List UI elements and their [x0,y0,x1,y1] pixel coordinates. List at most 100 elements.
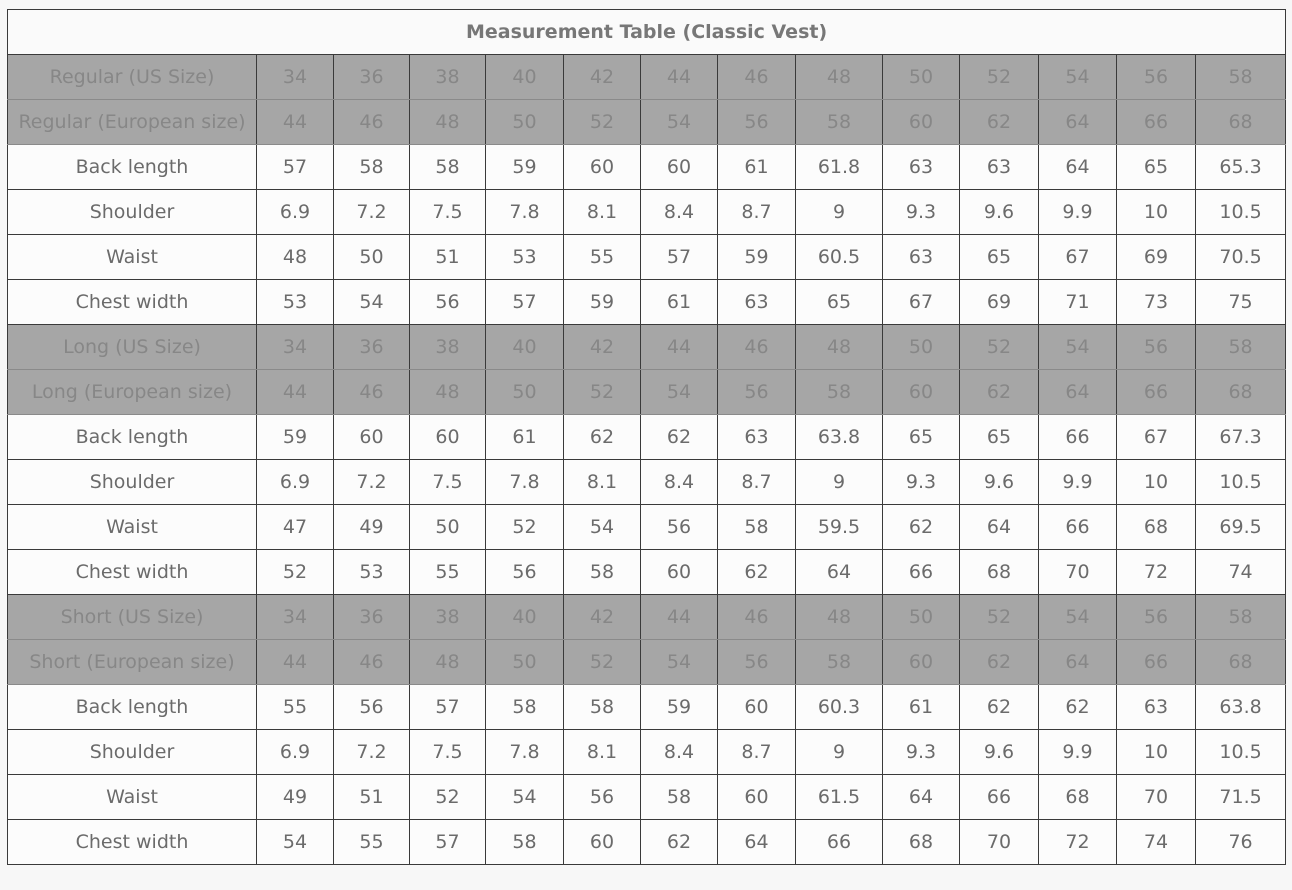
table-cell: 8.4 [640,729,718,775]
table-cell: 64 [882,774,960,820]
table-cell: 57 [485,279,564,325]
table-cell: 7.5 [409,729,486,775]
size-row: Long (European size) 44 46 48 50 52 54 56 58 60 62… [7,369,1287,415]
table-cell: 7.5 [409,459,486,505]
table-cell: 66 [1116,99,1196,145]
row-label: Back length [7,414,257,460]
table-cell: 10.5 [1194,189,1287,235]
table-cell: 60 [717,774,796,820]
table-cell: 52 [485,504,564,550]
table-cell: 58 [640,774,718,820]
table-cell: 44 [256,99,334,145]
row-label: Chest width [7,279,257,325]
table-cell: 54 [1038,324,1117,370]
table-cell: 55 [409,549,486,595]
table-cell: 59 [256,414,334,460]
table-cell: 72 [1116,549,1196,595]
table-cell: 9 [795,729,883,775]
table-cell: 8.7 [717,459,796,505]
table-cell: 56 [717,369,796,415]
table-cell: 63 [882,144,960,190]
row-label: Waist [7,504,257,550]
table-cell: 66 [795,819,883,865]
table-cell: 9.9 [1038,729,1117,775]
table-cell: 54 [640,99,718,145]
size-row: Short (US Size) 34 36 38 40 42 44 46 48 50 52 54 56 5… [7,594,1287,640]
table-cell: 55 [563,234,641,280]
table-cell: 63.8 [1194,684,1287,730]
table-cell: 60 [882,99,960,145]
row-label: Waist [7,234,257,280]
table-cell: 53 [256,279,334,325]
table-cell: 8.1 [563,459,641,505]
table-cell: 52 [409,774,486,820]
table-cell: 57 [256,144,334,190]
table-cell: 40 [485,324,564,370]
table-cell: 62 [640,414,718,460]
table-cell: 8.7 [717,189,796,235]
table-cell: 58 [409,144,486,190]
row-label: Waist [7,774,257,820]
table-cell: 70.5 [1194,234,1287,280]
table-cell: 64 [1038,369,1117,415]
table-cell: 51 [333,774,410,820]
table-cell: 56 [717,639,796,685]
table-cell: 56 [333,684,410,730]
table-cell: 60.5 [795,234,883,280]
table-cell: 46 [333,99,410,145]
table-cell: 34 [256,54,334,100]
table-cell: 42 [563,324,641,370]
table-cell: 65 [959,234,1039,280]
size-row: Long (US Size) 34 36 38 40 42 44 46 48 50 52 54 56 58 [7,324,1287,370]
table-cell: 8.7 [717,729,796,775]
table-cell: 44 [640,324,718,370]
table-cell: 58 [485,684,564,730]
table-cell: 8.1 [563,729,641,775]
table-cell: 58 [485,819,564,865]
row-label: Back length [7,684,257,730]
row-label: Regular (US Size) [7,54,257,100]
table-cell: 61.5 [795,774,883,820]
table-cell: 50 [485,639,564,685]
table-cell: 50 [882,324,960,370]
table-cell: 38 [409,54,486,100]
table-cell: 54 [640,369,718,415]
table-cell: 10 [1116,459,1196,505]
table-cell: 7.2 [333,189,410,235]
row-label: Long (US Size) [7,324,257,370]
table-cell: 58 [795,639,883,685]
table-cell: 76 [1194,819,1287,865]
table-cell: 56 [717,99,796,145]
table-cell: 7.8 [485,189,564,235]
row-label: Shoulder [7,459,257,505]
table-cell: 48 [256,234,334,280]
table-cell: 67.3 [1194,414,1287,460]
table-cell: 48 [795,324,883,370]
row-label: Long (European size) [7,369,257,415]
table-cell: 59 [485,144,564,190]
table-cell: 58 [1194,594,1287,640]
table-cell: 10 [1116,189,1196,235]
table-cell: 74 [1116,819,1196,865]
table-cell: 68 [1038,774,1117,820]
table-cell: 49 [333,504,410,550]
table-cell: 50 [882,54,960,100]
measurement-row: Waist 49 51 52 54 56 58 60 61.5 64 66 68 70 71.5 [7,774,1287,820]
table-cell: 69 [959,279,1039,325]
table-cell: 58 [1194,324,1287,370]
measurement-row: Back length 57 58 58 59 60 60 61 61.8 63 63 64 65 65.… [7,144,1287,190]
table-cell: 48 [795,54,883,100]
size-row: Short (European size) 44 46 48 50 52 54 56 58 60 6… [7,639,1287,685]
table-cell: 68 [882,819,960,865]
table-cell: 66 [1116,369,1196,415]
table-cell: 62 [882,504,960,550]
table-cell: 60 [882,369,960,415]
table-cell: 52 [563,639,641,685]
table-cell: 56 [409,279,486,325]
table-cell: 10 [1116,729,1196,775]
table-cell: 64 [717,819,796,865]
table-cell: 52 [959,324,1039,370]
table-cell: 68 [959,549,1039,595]
table-cell: 58 [717,504,796,550]
table-cell: 54 [256,819,334,865]
